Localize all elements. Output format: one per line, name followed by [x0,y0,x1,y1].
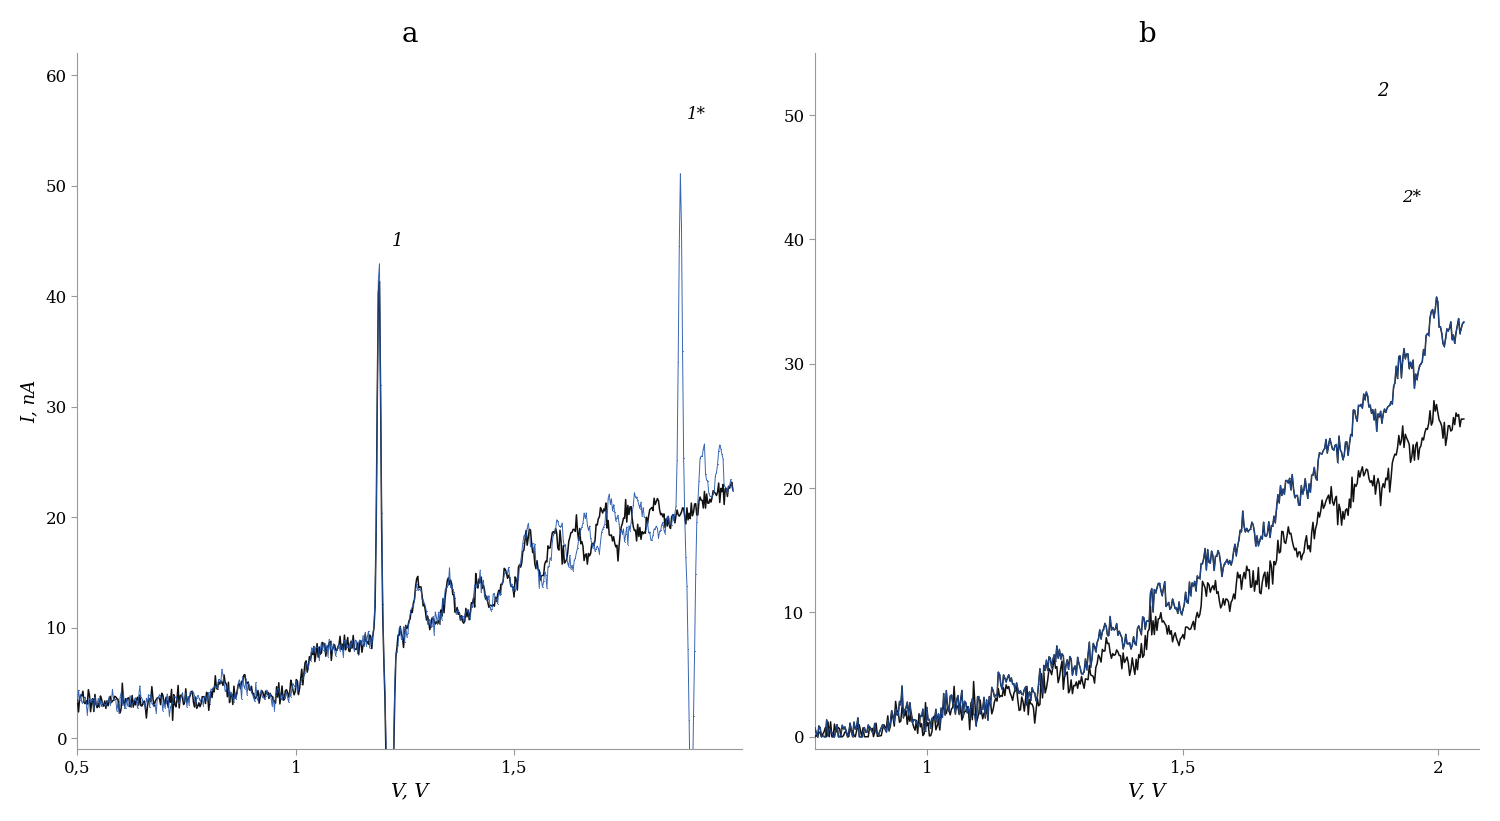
Text: 2: 2 [1377,82,1389,100]
Text: 1: 1 [392,232,404,250]
X-axis label: V, V: V, V [392,782,427,800]
X-axis label: V, V: V, V [1128,782,1166,800]
Title: b: b [1138,21,1156,48]
Text: 1*: 1* [687,106,706,123]
Y-axis label: I, nA: I, nA [21,379,39,423]
Title: a: a [402,21,418,48]
Text: 2*: 2* [1402,189,1422,206]
